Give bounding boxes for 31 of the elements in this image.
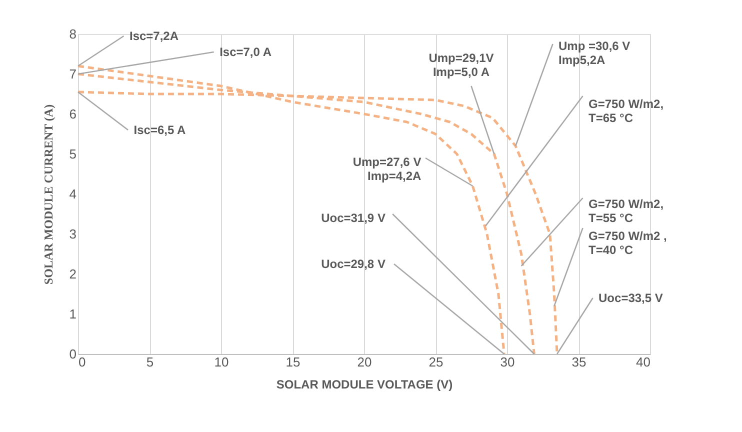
annotation: Uoc=29,8 V [321,257,386,271]
y-axis-title: SOLAR MODULE CURRENT (A) [41,104,56,285]
y-tick-label: 8 [69,26,76,42]
annotation: Ump=29,1V Imp=5,0 A [428,51,494,79]
annotation: Uoc=31,9 V [321,211,386,225]
y-tick-label: 2 [69,266,76,282]
annotation: G=750 W/m2, T=55 °C [588,197,664,225]
x-tick-label: 5 [146,354,154,370]
x-tick-label: 0 [78,354,86,370]
y-tick-label: 3 [69,226,76,242]
x-tick-label: 10 [214,354,229,370]
annotation: G=750 W/m2 , T=40 °C [588,229,667,257]
x-axis-title: SOLAR MODULE VOLTAGE (V) [276,378,453,392]
x-tick-label: 20 [357,354,372,370]
annotation: Ump =30,6 V Imp5,2A [558,39,630,67]
x-tick-label: 40 [636,354,650,370]
annotation: Uoc=33,5 V [598,291,663,305]
x-tick-label: 25 [428,354,444,370]
y-tick-label: 7 [69,66,76,82]
annotation: Ump=27,6 V Imp=4,2A [352,155,422,183]
annotation: G=750 W/m2, T=65 °C [588,97,664,125]
y-tick-label: 6 [69,106,76,122]
y-tick-label: 1 [69,306,76,322]
annotation: Isc=6,5 A [134,123,186,137]
x-tick-label: 15 [286,354,300,370]
x-tick-label: 35 [572,354,586,370]
y-tick-label: 4 [69,186,76,202]
annotation: Isc=7,0 A [220,45,272,59]
x-tick-label: 30 [500,354,515,370]
annotation: Isc=7,2A [129,29,179,43]
y-tick-label: 5 [69,146,76,162]
